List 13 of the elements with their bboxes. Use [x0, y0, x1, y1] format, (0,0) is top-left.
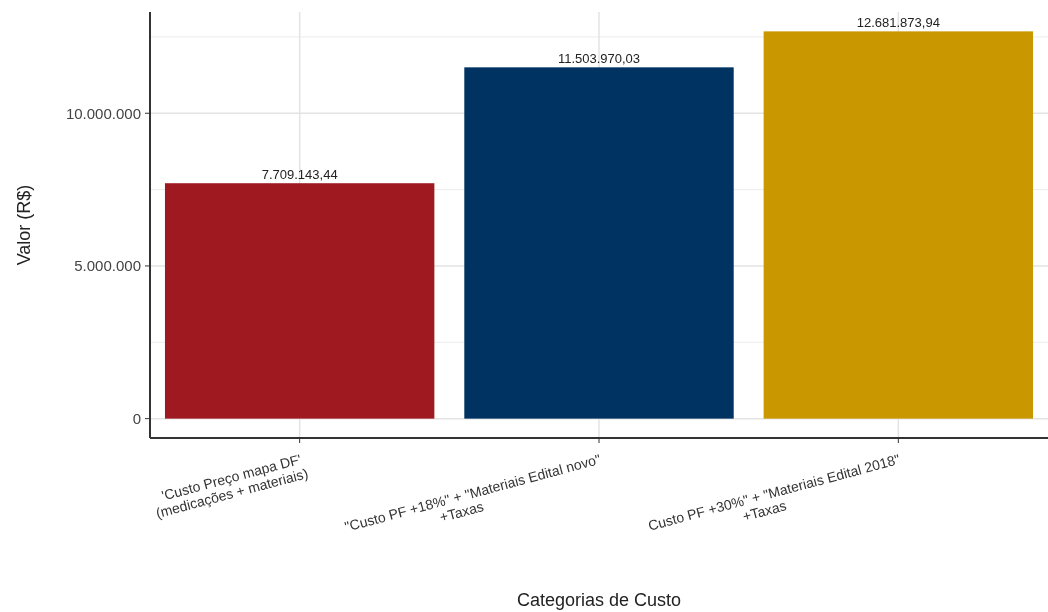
- y-tick-label: 5.000.000: [74, 257, 141, 275]
- data-label: 12.681.873,94: [856, 15, 940, 31]
- x-axis-title: Categorias de Custo: [516, 590, 682, 610]
- y-axis-title: Valor (R$): [14, 184, 34, 266]
- x-tick-label: Custo PF +30%" + "Materiais Edital 2018" +Taxas: [646, 450, 902, 534]
- bar: [464, 67, 734, 419]
- x-tick-label: "Custo PF +18%" + "Materiais Edital novo" +Taxas: [342, 450, 603, 535]
- y-tick-label: 0: [132, 409, 141, 427]
- bar: [164, 183, 435, 419]
- bar: [763, 31, 1034, 419]
- data-label: 7.709.143,44: [261, 167, 338, 183]
- data-label: 11.503.970,03: [557, 51, 641, 67]
- y-tick-label: 10.000.000: [65, 104, 141, 122]
